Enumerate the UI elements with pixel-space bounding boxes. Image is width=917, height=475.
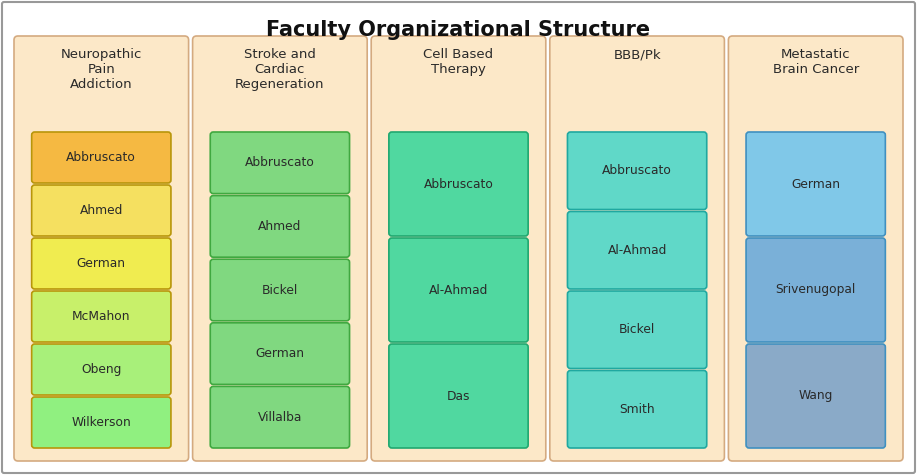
FancyBboxPatch shape [568,132,707,209]
FancyBboxPatch shape [728,36,903,461]
Text: Al-Ahmad: Al-Ahmad [429,284,488,296]
FancyBboxPatch shape [210,259,349,321]
FancyBboxPatch shape [746,238,885,342]
Text: Srivenugopal: Srivenugopal [776,284,856,296]
FancyBboxPatch shape [568,211,707,289]
FancyBboxPatch shape [210,323,349,384]
Text: Abbruscato: Abbruscato [424,178,493,190]
Text: Abbruscato: Abbruscato [245,156,315,169]
FancyBboxPatch shape [32,238,171,289]
FancyBboxPatch shape [568,291,707,369]
FancyBboxPatch shape [32,344,171,395]
Text: Al-Ahmad: Al-Ahmad [607,244,667,257]
FancyBboxPatch shape [550,36,724,461]
Text: BBB/Pk: BBB/Pk [613,48,661,61]
FancyBboxPatch shape [32,291,171,342]
FancyBboxPatch shape [32,132,171,183]
Text: Cell Based
Therapy: Cell Based Therapy [424,48,493,76]
Text: Ahmed: Ahmed [259,220,302,233]
FancyBboxPatch shape [210,196,349,257]
Text: German: German [77,257,126,270]
FancyBboxPatch shape [210,386,349,448]
FancyBboxPatch shape [32,185,171,236]
Text: Abbruscato: Abbruscato [602,164,672,177]
FancyBboxPatch shape [389,238,528,342]
FancyBboxPatch shape [371,36,546,461]
Text: Villalba: Villalba [258,411,302,424]
Text: German: German [791,178,840,190]
Text: Obeng: Obeng [81,363,121,376]
Text: Wang: Wang [799,390,833,402]
FancyBboxPatch shape [210,132,349,194]
FancyBboxPatch shape [746,132,885,236]
Text: Faculty Organizational Structure: Faculty Organizational Structure [267,20,650,40]
Text: Bickel: Bickel [619,323,656,336]
FancyBboxPatch shape [193,36,367,461]
Text: Ahmed: Ahmed [80,204,123,217]
FancyBboxPatch shape [746,344,885,448]
Text: McMahon: McMahon [72,310,130,323]
Text: Wilkerson: Wilkerson [72,416,131,429]
Text: Das: Das [447,390,470,402]
Text: Neuropathic
Pain
Addiction: Neuropathic Pain Addiction [61,48,142,91]
FancyBboxPatch shape [389,344,528,448]
Text: Bickel: Bickel [261,284,298,296]
Text: Metastatic
Brain Cancer: Metastatic Brain Cancer [773,48,859,76]
Text: Smith: Smith [619,403,655,416]
Text: German: German [256,347,304,360]
Text: Abbruscato: Abbruscato [66,151,137,164]
FancyBboxPatch shape [14,36,189,461]
FancyBboxPatch shape [32,397,171,448]
FancyBboxPatch shape [568,370,707,448]
Text: Stroke and
Cardiac
Regeneration: Stroke and Cardiac Regeneration [235,48,325,91]
FancyBboxPatch shape [389,132,528,236]
